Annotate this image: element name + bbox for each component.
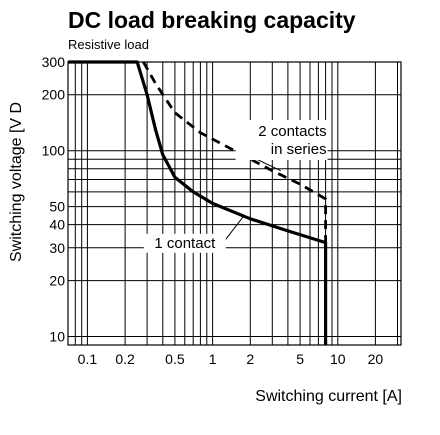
series-line-two-contacts xyxy=(142,61,328,243)
series-line-one-contact xyxy=(68,60,328,345)
annotation-bg xyxy=(143,233,226,253)
annotation-one-contact: 1 contact xyxy=(154,235,216,252)
x-tick-label: 20 xyxy=(368,351,384,367)
x-tick-label: 1 xyxy=(209,351,217,367)
x-tick-label: 0.2 xyxy=(115,351,135,367)
x-tick-label: 5 xyxy=(296,351,304,367)
y-tick-label: 20 xyxy=(49,273,65,289)
chart-title: DC load breaking capacity xyxy=(68,7,356,33)
grid xyxy=(68,62,401,345)
annotation-two-contacts: 2 contacts xyxy=(258,123,326,140)
y-tick-label: 30 xyxy=(49,240,65,256)
y-axis-label: Switching voltage [V D xyxy=(8,102,25,262)
y-tick-label: 100 xyxy=(42,143,66,159)
plot-frame xyxy=(67,61,402,346)
x-tick-label: 2 xyxy=(246,351,254,367)
annotation-two-contacts: in series xyxy=(271,141,327,158)
annotation-leader-one-contact xyxy=(223,214,245,243)
y-tick-label: 40 xyxy=(49,217,65,233)
x-tick-label: 0.5 xyxy=(165,351,185,367)
chart-subtitle: Resistive load xyxy=(68,37,149,52)
y-tick-label: 10 xyxy=(49,329,65,345)
x-tick-label: 10 xyxy=(330,351,346,367)
series-group xyxy=(68,60,328,345)
annotation-bg xyxy=(235,120,328,160)
tick-labels: 0.1 0.2 0.5 1 2 5 10 20 10 20 30 40 50 100 200 300 xyxy=(42,54,384,367)
y-tick-label: 300 xyxy=(42,54,66,70)
y-tick-label: 50 xyxy=(49,199,65,215)
x-tick-label: 0.1 xyxy=(78,351,98,367)
x-axis-label: Switching current [A] xyxy=(255,388,402,405)
y-tick-label: 200 xyxy=(42,87,66,103)
